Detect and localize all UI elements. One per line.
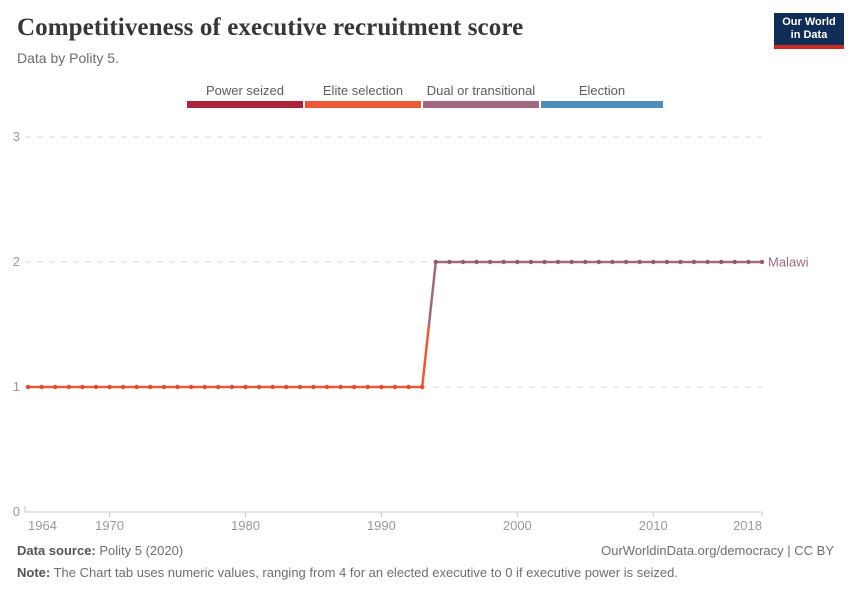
data-point[interactable]	[175, 384, 180, 390]
line-chart-plot[interactable]: 0 1 2 3 1964 1970 1980 1990 2000 2010 2018 Malawi	[0, 110, 850, 540]
data-point[interactable]	[487, 259, 493, 265]
series-line-malawi[interactable]	[427, 260, 764, 326]
data-point[interactable]	[569, 259, 574, 265]
data-point[interactable]	[637, 259, 642, 265]
data-point[interactable]	[664, 259, 670, 265]
data-point[interactable]	[53, 384, 58, 390]
data-point[interactable]	[324, 384, 330, 390]
owid-logo-line1: Our World	[782, 16, 836, 28]
data-point[interactable]	[229, 384, 235, 390]
data-point[interactable]	[39, 384, 44, 390]
data-point[interactable]	[256, 384, 262, 390]
data-point[interactable]	[759, 259, 765, 265]
data-point[interactable]	[746, 259, 751, 265]
data-point[interactable]	[134, 384, 139, 390]
data-point[interactable]	[80, 384, 85, 390]
data-point[interactable]	[202, 384, 207, 390]
data-point[interactable]	[515, 259, 520, 265]
data-point[interactable]	[555, 259, 561, 265]
series-line-malawi[interactable]	[26, 323, 431, 389]
x-axis-tick-label: 2000	[503, 518, 532, 533]
data-point[interactable]	[188, 384, 194, 390]
data-point[interactable]	[406, 384, 411, 390]
data-point[interactable]	[651, 259, 656, 265]
owid-attribution-link[interactable]: OurWorldinData.org/democracy | CC BY	[601, 543, 834, 558]
legend-item-power-seized[interactable]: Power seized	[187, 83, 303, 108]
chart-footer: Data source: Polity 5 (2020) OurWorldinD…	[17, 543, 834, 580]
legend-item-election[interactable]: Election	[541, 83, 663, 108]
page-title: Competitiveness of executive recruitment…	[17, 14, 524, 41]
data-point[interactable]	[528, 259, 534, 265]
data-point[interactable]	[474, 259, 479, 265]
data-point[interactable]	[542, 259, 547, 265]
legend-item-dual-or-transitional[interactable]: Dual or transitional	[423, 83, 539, 108]
data-source-value: Polity 5 (2020)	[95, 543, 184, 558]
x-axis-tick-label: 1970	[95, 518, 124, 533]
data-point[interactable]	[93, 384, 99, 390]
legend-label: Dual or transitional	[426, 83, 536, 98]
data-point[interactable]	[338, 384, 343, 390]
data-point[interactable]	[352, 384, 357, 390]
data-source: Data source: Polity 5 (2020)	[17, 543, 183, 558]
data-point[interactable]	[420, 384, 425, 390]
x-axis-tick-label: 1964	[28, 518, 57, 533]
data-point[interactable]	[148, 384, 153, 390]
legend-color-bar	[305, 101, 421, 108]
data-point[interactable]	[161, 384, 167, 390]
data-point[interactable]	[270, 384, 275, 390]
x-axis-tick-label: 1990	[367, 518, 396, 533]
data-source-label: Data source:	[17, 543, 96, 558]
series-label-malawi[interactable]: Malawi	[768, 255, 809, 270]
data-point[interactable]	[120, 384, 126, 390]
owid-logo-text: Our World in Data	[774, 13, 844, 45]
data-point[interactable]	[623, 259, 629, 265]
data-point[interactable]	[583, 259, 588, 265]
data-point[interactable]	[447, 259, 452, 265]
data-point[interactable]	[311, 384, 316, 390]
owid-logo-line2: in Data	[790, 29, 828, 41]
legend-color-bar	[541, 101, 663, 108]
data-point[interactable]	[25, 384, 31, 390]
legend-color-bar	[187, 101, 303, 108]
owid-logo-stripe	[774, 45, 844, 49]
data-point[interactable]	[107, 384, 112, 390]
data-point[interactable]	[379, 384, 384, 390]
data-point[interactable]	[243, 384, 248, 390]
data-point[interactable]	[297, 384, 303, 390]
data-point[interactable]	[433, 259, 438, 265]
y-axis-tick-label: 1	[13, 379, 20, 394]
chart-subtitle: Data by Polity 5.	[17, 50, 119, 66]
data-point[interactable]	[284, 384, 289, 390]
data-point[interactable]	[610, 259, 615, 265]
legend-label: Power seized	[205, 83, 285, 98]
data-point[interactable]	[732, 259, 737, 265]
data-point[interactable]	[392, 384, 398, 390]
owid-logo[interactable]: Our World in Data	[774, 13, 844, 49]
data-point[interactable]	[705, 259, 710, 265]
x-axis-tick-label: 1980	[231, 518, 260, 533]
note-text: The Chart tab uses numeric values, rangi…	[50, 565, 678, 580]
legend-item-elite-selection[interactable]: Elite selection	[305, 83, 421, 108]
data-point[interactable]	[365, 384, 370, 390]
y-axis-tick-label: 3	[13, 129, 20, 144]
legend-label: Elite selection	[322, 83, 404, 98]
legend-color-bar	[423, 101, 539, 108]
y-axis-tick-label: 0	[13, 504, 20, 519]
data-point[interactable]	[596, 259, 602, 265]
data-point[interactable]	[460, 259, 466, 265]
data-point[interactable]	[719, 259, 724, 265]
note-label: Note:	[17, 565, 51, 580]
data-point[interactable]	[678, 259, 683, 265]
data-point[interactable]	[691, 259, 697, 265]
data-point[interactable]	[501, 259, 506, 265]
data-point[interactable]	[216, 384, 221, 390]
legend-label: Election	[578, 83, 626, 98]
category-legend: Power seized Elite selection Dual or trans…	[0, 83, 850, 108]
chart-note: Note: The Chart tab uses numeric values,…	[17, 565, 834, 580]
data-point[interactable]	[66, 384, 72, 390]
x-axis-tick-label: 2010	[639, 518, 668, 533]
x-axis-tick-label: 2018	[733, 518, 762, 533]
y-axis-tick-label: 2	[13, 254, 20, 269]
